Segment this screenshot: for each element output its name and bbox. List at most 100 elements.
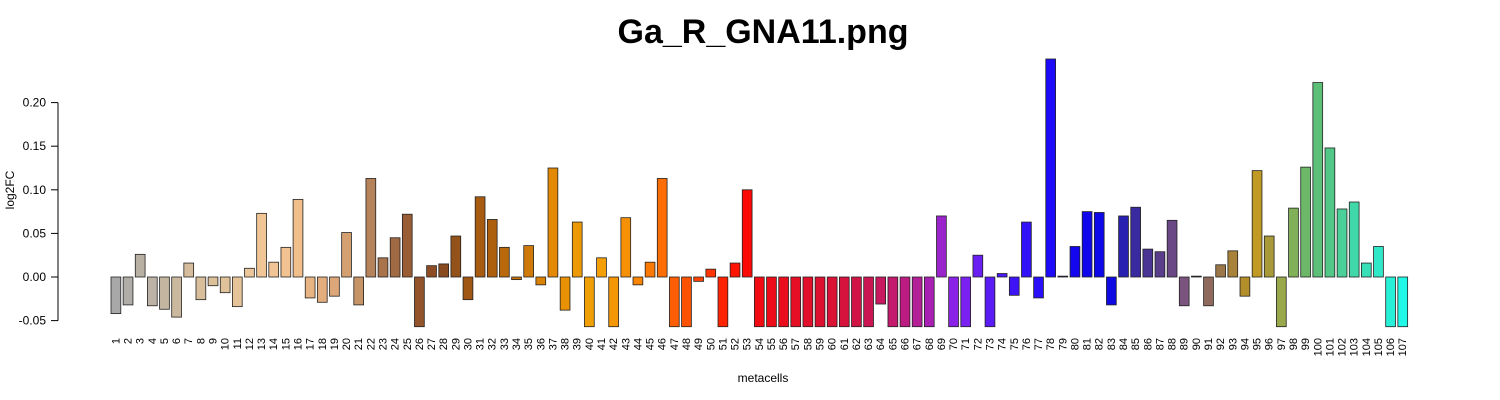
x-tick-label: 73 xyxy=(984,338,996,350)
x-tick-label: 63 xyxy=(863,338,875,350)
bar-metacell-47 xyxy=(669,276,680,328)
x-tick-label: 105 xyxy=(1373,338,1385,356)
bar-metacell-77 xyxy=(1033,276,1044,299)
bar-metacell-102 xyxy=(1336,208,1348,278)
x-tick-label: 51 xyxy=(717,338,729,350)
bar-metacell-9 xyxy=(207,276,219,287)
x-tick-label: 55 xyxy=(766,338,778,350)
bar-metacell-69 xyxy=(936,215,947,278)
x-tick-label: 87 xyxy=(1154,338,1166,350)
bar-metacell-7 xyxy=(183,262,195,278)
bar-metacell-38 xyxy=(559,276,571,311)
bar-metacell-100 xyxy=(1312,82,1324,278)
bar-metacell-53 xyxy=(741,189,753,278)
bar-metacell-48 xyxy=(681,276,692,328)
bar-metacell-94 xyxy=(1239,276,1251,297)
bar-metacell-105 xyxy=(1373,246,1384,278)
x-tick-label: 75 xyxy=(1009,338,1021,350)
x-tick-label: 10 xyxy=(220,338,232,350)
bar-metacell-88 xyxy=(1166,219,1178,278)
bar-metacell-16 xyxy=(292,198,304,278)
x-tick-label: 36 xyxy=(535,338,547,350)
x-tick-label: 15 xyxy=(280,338,292,350)
x-tick-label: 35 xyxy=(523,338,535,350)
x-tick-label: 6 xyxy=(171,338,183,344)
x-tick-label: 85 xyxy=(1130,338,1142,350)
bar-metacell-66 xyxy=(899,276,911,328)
x-tick-label: 71 xyxy=(960,338,972,350)
x-tick-label: 1 xyxy=(110,338,122,344)
x-tick-label: 14 xyxy=(268,338,280,350)
bar-metacell-37 xyxy=(547,167,559,278)
x-tick-label: 21 xyxy=(353,338,365,350)
x-tick-label: 78 xyxy=(1045,338,1057,350)
x-tick-label: 20 xyxy=(341,338,353,350)
bar-metacell-5 xyxy=(159,276,170,310)
x-tick-label: 28 xyxy=(438,338,450,350)
x-tick-label: 38 xyxy=(560,338,572,350)
bar-metacell-51 xyxy=(717,276,729,328)
bar-metacell-85 xyxy=(1130,206,1141,278)
bar-metacell-17 xyxy=(304,276,316,299)
y-tick-label: 0.00 xyxy=(23,270,47,284)
bar-metacell-42 xyxy=(608,276,619,328)
bar-metacell-55 xyxy=(766,276,777,328)
y-tick-label: -0.05 xyxy=(19,314,47,328)
bar-metacell-78 xyxy=(1045,58,1056,278)
bar-metacell-35 xyxy=(523,245,534,278)
x-tick-label: 103 xyxy=(1349,338,1361,356)
x-tick-label: 4 xyxy=(147,338,159,344)
bar-metacell-29 xyxy=(450,235,462,278)
x-tick-label: 7 xyxy=(183,338,195,344)
bar-metacell-4 xyxy=(147,276,158,307)
bar-metacell-26 xyxy=(414,276,425,328)
bar-metacell-50 xyxy=(705,268,717,278)
bar-metacell-54 xyxy=(754,276,765,328)
bar-metacell-45 xyxy=(644,261,656,278)
bar-metacell-56 xyxy=(778,276,789,328)
bar-metacell-84 xyxy=(1118,215,1129,278)
x-tick-label: 107 xyxy=(1397,338,1409,356)
bar-metacell-70 xyxy=(948,276,959,328)
bar-metacell-107 xyxy=(1397,276,1409,328)
y-tick-label: 0.15 xyxy=(23,139,47,153)
x-tick-label: 11 xyxy=(232,338,244,349)
x-tick-label: 8 xyxy=(195,338,207,344)
x-tick-label: 104 xyxy=(1361,338,1373,356)
x-tick-label: 57 xyxy=(790,338,802,350)
bar-metacell-10 xyxy=(219,276,231,294)
x-tick-label: 74 xyxy=(997,338,1009,350)
bar-metacell-60 xyxy=(826,276,838,328)
bar-metacell-33 xyxy=(499,246,510,278)
x-tick-label: 2 xyxy=(123,338,135,344)
bar-metacell-52 xyxy=(729,262,741,278)
bar-metacell-95 xyxy=(1251,170,1263,278)
x-tick-label: 96 xyxy=(1264,338,1276,350)
x-axis-label: metacells xyxy=(738,371,789,385)
bar-metacell-57 xyxy=(790,276,802,328)
bar-metacell-32 xyxy=(486,219,498,278)
bar-metacell-64 xyxy=(875,276,887,305)
x-tick-label: 3 xyxy=(135,338,147,344)
x-tick-label: 24 xyxy=(390,338,402,350)
x-tick-label: 25 xyxy=(402,338,414,350)
x-tick-label: 90 xyxy=(1191,338,1203,350)
bar-metacell-83 xyxy=(1106,276,1117,306)
bar-metacell-106 xyxy=(1385,276,1396,328)
bar-metacell-62 xyxy=(851,276,862,328)
bar-metacell-87 xyxy=(1154,251,1166,278)
x-tick-label: 19 xyxy=(329,338,341,350)
x-tick-label: 89 xyxy=(1179,338,1191,350)
x-tick-label: 43 xyxy=(620,338,632,350)
x-tick-label: 69 xyxy=(936,338,948,350)
x-tick-label: 50 xyxy=(705,338,717,350)
bar-metacell-79 xyxy=(1057,275,1069,278)
bar-metacell-67 xyxy=(911,276,923,328)
bar-metacell-73 xyxy=(984,276,996,328)
x-tick-label: 58 xyxy=(802,338,814,350)
bar-metacell-24 xyxy=(389,237,401,278)
bar-metacell-74 xyxy=(996,273,1008,278)
bar-metacell-96 xyxy=(1263,235,1275,278)
x-tick-label: 45 xyxy=(645,338,657,350)
